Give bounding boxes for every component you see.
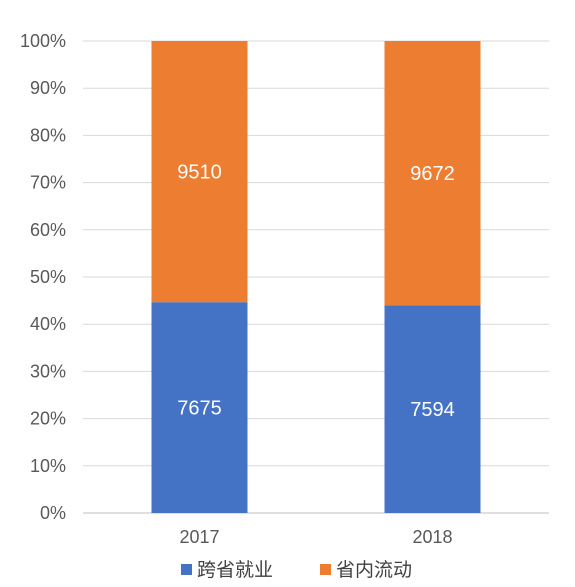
data-label: 9672 bbox=[410, 163, 455, 185]
y-tick-label: 80% bbox=[30, 125, 66, 145]
data-label: 7675 bbox=[177, 398, 222, 420]
y-tick-label: 30% bbox=[30, 361, 66, 381]
bar-segment bbox=[151, 302, 248, 513]
legend-label: 省内流动 bbox=[336, 559, 412, 581]
data-label: 7594 bbox=[410, 399, 455, 421]
legend-swatch bbox=[181, 564, 192, 575]
bar-segment bbox=[384, 41, 481, 306]
y-tick-label: 70% bbox=[30, 173, 66, 193]
legend-swatch bbox=[320, 564, 331, 575]
y-tick-label: 100% bbox=[20, 31, 66, 51]
bar-segment bbox=[384, 305, 481, 513]
y-axis: 0% 10% 20% 30% 40% 50% 60% 70% 80% 90% 100% bbox=[20, 31, 66, 523]
y-tick-label: 20% bbox=[30, 409, 66, 429]
y-tick-label: 10% bbox=[30, 456, 66, 476]
data-label: 9510 bbox=[177, 162, 222, 184]
y-tick-label: 40% bbox=[30, 314, 66, 334]
data-labels: 7675 9510 7594 9672 bbox=[177, 162, 455, 422]
legend: 跨省就业 省内流动 bbox=[181, 559, 412, 581]
x-tick-label: 2018 bbox=[412, 527, 452, 547]
x-axis: 2017 2018 bbox=[179, 527, 452, 547]
y-tick-label: 0% bbox=[40, 503, 66, 523]
y-tick-label: 50% bbox=[30, 267, 66, 287]
x-tick-label: 2017 bbox=[179, 527, 219, 547]
y-tick-label: 90% bbox=[30, 78, 66, 98]
bars bbox=[151, 41, 481, 513]
bar-segment bbox=[151, 41, 248, 303]
y-tick-label: 60% bbox=[30, 220, 66, 240]
legend-label: 跨省就业 bbox=[197, 559, 273, 581]
